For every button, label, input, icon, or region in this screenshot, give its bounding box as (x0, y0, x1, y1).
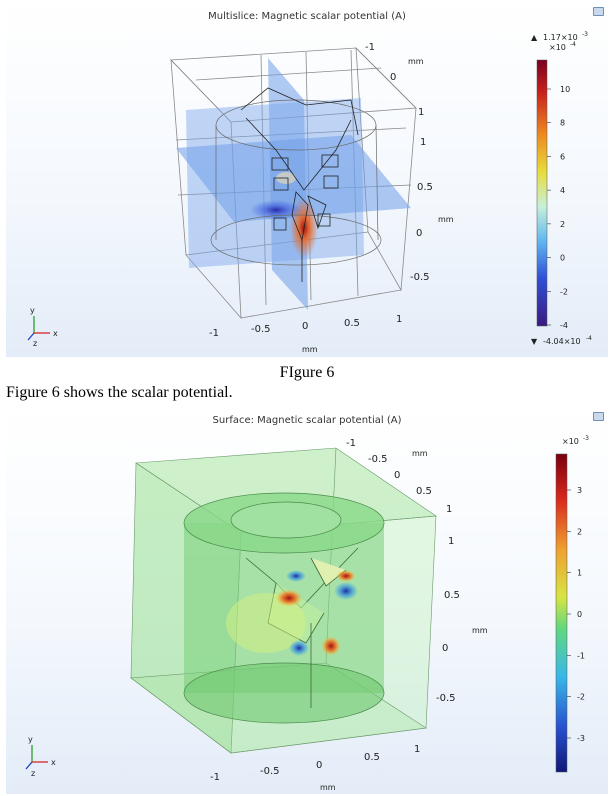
max-exponent: -3 (582, 31, 588, 38)
y-tick: 0.5 (444, 590, 460, 601)
cold-spot (334, 582, 358, 600)
z-axis-label: z (31, 769, 35, 778)
multislice-plot-panel: Multislice: Magnetic scalar potential (A… (6, 0, 608, 357)
multislice-3d-view[interactable]: -1 -0.5 0 0.5 1 mm -0.5 0 0.5 1 mm -1 0 … (6, 0, 608, 357)
z-tick: -1 (365, 42, 375, 53)
x-axis-label: x (51, 758, 56, 767)
color-legend: ▲ 1.17×10 -3 ×10 -4 10 8 6 4 2 0 -2 -4 ▼ -4.04×… (531, 31, 592, 346)
y-tick: -0.5 (410, 272, 430, 283)
x-tick: 0 (316, 760, 322, 771)
colorbar-tick-label: 10 (560, 85, 570, 94)
y-axis-unit: mm (472, 626, 488, 635)
y-tick: 0 (416, 228, 422, 239)
scale-exponent: -4 (570, 41, 576, 48)
min-marker: ▼ (531, 337, 538, 346)
colorbar-tick-label: -2 (560, 287, 568, 296)
z-tick: 1 (446, 504, 452, 515)
x-axis-label: x (53, 329, 58, 338)
z-axis-unit: mm (408, 57, 424, 66)
min-exponent: -4 (586, 335, 592, 342)
colorbar-tick-label: 8 (560, 119, 565, 128)
y-axis-unit: mm (438, 215, 454, 224)
colorbar-tick-label: 4 (560, 186, 565, 195)
cylinder (183, 492, 385, 724)
warm-spot (336, 570, 356, 582)
colorbar-tick-label: 0 (560, 254, 565, 263)
y-tick: -0.5 (436, 693, 456, 704)
hot-spot (321, 636, 341, 656)
z-axis-unit: mm (412, 449, 428, 458)
colorbar-tick-label: 2 (560, 220, 565, 229)
body-text: Figure 6 shows the scalar potential. (6, 384, 233, 401)
colorbar-gradient (536, 59, 548, 327)
colorbar-tick-label: 1 (577, 569, 582, 578)
x-tick: -1 (210, 772, 220, 783)
plot-title: Surface: Magnetic scalar potential (A) (212, 415, 402, 426)
colorbar-tick-label: 3 (577, 486, 582, 495)
x-tick: -1 (209, 328, 219, 339)
scale-exponent: -3 (583, 435, 589, 442)
max-marker: ▲ (531, 33, 538, 42)
y-axis-label: y (30, 306, 35, 315)
window-icon[interactable] (593, 7, 604, 16)
min-label: -4.04×10 (543, 337, 581, 346)
x-tick: 1 (396, 314, 402, 325)
z-axis-label: z (33, 339, 37, 348)
colorbar-tick-label: -3 (577, 734, 585, 743)
cold-spot (289, 640, 309, 656)
x-tick: 0.5 (344, 318, 360, 329)
colorbar-tick-label: 0 (577, 610, 582, 619)
x-tick: 0.5 (364, 752, 380, 763)
z-tick: 1 (418, 107, 424, 118)
axis-triad: y x z (25, 735, 56, 778)
y-tick: 1 (420, 137, 426, 148)
z-tick: 0 (394, 470, 400, 481)
hot-spot (275, 589, 303, 607)
colorbar-tick-label: 6 (560, 152, 565, 161)
scale-label: ×10 (562, 437, 579, 446)
axis-triad: y x z (27, 306, 58, 348)
color-legend: ×10 -3 3 2 1 0 -1 -2 -3 (555, 435, 589, 773)
x-tick: 0 (302, 321, 308, 332)
z-tick: 0.5 (416, 486, 432, 497)
colorbar-gradient (555, 453, 568, 773)
colorbar-tick-label: -1 (577, 651, 585, 660)
colorbar-tick-label: 2 (577, 527, 582, 536)
z-tick: -0.5 (368, 454, 388, 465)
x-tick: 1 (414, 744, 420, 755)
scale-label: ×10 (549, 43, 566, 52)
y-tick: 1 (448, 536, 454, 547)
z-tick: -1 (346, 438, 356, 449)
geometry-wireframe (210, 87, 382, 282)
y-tick: 0 (442, 643, 448, 654)
max-label: 1.17×10 (543, 33, 578, 42)
x-axis-unit: mm (302, 345, 318, 354)
y-tick: 0.5 (417, 182, 433, 193)
window-icon[interactable] (593, 412, 604, 421)
figure-caption: FIgure 6 (279, 364, 335, 381)
colorbar-tick-label: -2 (577, 693, 585, 702)
x-tick: -0.5 (260, 766, 280, 777)
surface-3d-view[interactable]: -1 -0.5 0 0.5 1 mm -0.5 0 0.5 1 mm -1 -0… (6, 408, 608, 794)
x-tick: -0.5 (251, 324, 271, 335)
surface-plot-panel: Surface: Magnetic scalar potential (A) (6, 408, 608, 794)
x-axis-unit: mm (320, 783, 336, 792)
z-tick: 0 (390, 72, 396, 83)
colorbar-tick-label: -4 (560, 321, 568, 330)
cool-spot (286, 570, 306, 582)
y-axis-label: y (28, 735, 33, 744)
plot-title: Multislice: Magnetic scalar potential (A… (208, 11, 406, 22)
